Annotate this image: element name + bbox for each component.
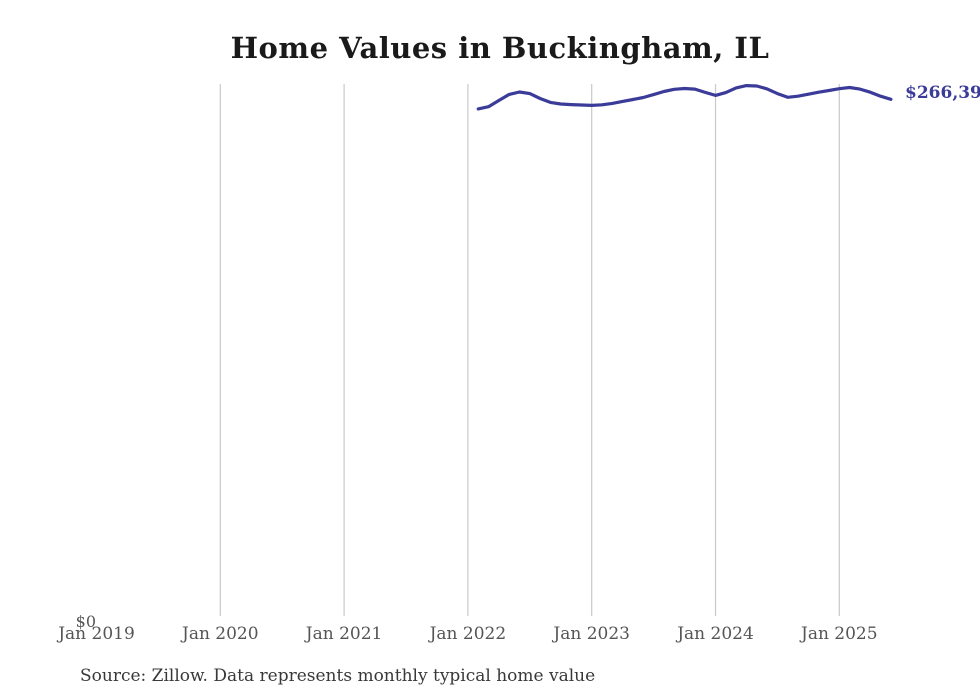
home-value-line (476, 84, 893, 111)
latest-value-label: $266,397 (905, 83, 980, 103)
source-note: Source: Zillow. Data represents monthly … (80, 666, 596, 686)
x-tick-label: Jan 2025 (801, 624, 878, 644)
chart-title: Home Values in Buckingham, IL (230, 31, 770, 65)
x-tick-label: Jan 2024 (677, 624, 754, 644)
x-tick-label: Jan 2020 (182, 624, 259, 644)
x-tick-label: Jan 2023 (553, 624, 630, 644)
x-tick-label: Jan 2022 (429, 624, 507, 644)
x-tick-label: Jan 2021 (305, 624, 383, 644)
y-axis-zero-tick-label: $0 (75, 612, 96, 631)
year-gridlines (219, 84, 840, 616)
x-tick-label: Jan 2019 (58, 624, 135, 644)
